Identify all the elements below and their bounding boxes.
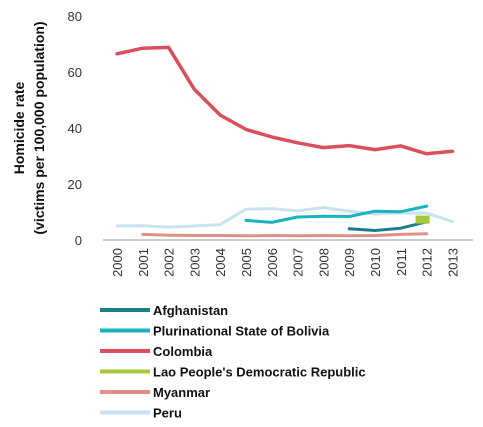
x-tick-label: 2008	[316, 248, 331, 277]
y-tick-label: 80	[68, 9, 82, 24]
series-line-myanmar	[141, 232, 429, 238]
x-tick-label: 2000	[110, 248, 125, 277]
series-line-plurinational-state-of-bolivia	[244, 204, 429, 224]
x-tick-label: 2004	[213, 248, 228, 277]
x-tick-label: 2007	[291, 248, 306, 277]
x-tick-label: 2006	[265, 248, 280, 277]
x-tick-label: 2002	[162, 248, 177, 277]
legend-label-lao-people-s-democratic-republic: Lao People's Democratic Republic	[153, 365, 366, 380]
legend-label-afghanistan: Afghanistan	[153, 303, 228, 318]
series-line-afghanistan	[347, 220, 429, 232]
x-tick-label: 2012	[420, 248, 435, 277]
x-tick-label: 2001	[136, 248, 151, 277]
series-line-colombia	[115, 45, 455, 156]
legend-label-peru: Peru	[153, 406, 182, 421]
y-tick-label: 20	[68, 177, 82, 192]
y-axis-title-line2: (victims per 100,000 population)	[31, 21, 47, 234]
y-axis: 0 20 40 60 80	[68, 9, 82, 248]
x-tick-label: 2009	[342, 248, 357, 277]
series-line-peru	[115, 206, 454, 229]
legend: Afghanistan Plurinational State of Bolivi…	[100, 303, 366, 421]
y-tick-label: 0	[75, 233, 82, 248]
y-axis-title-line1: Homicide rate	[11, 81, 27, 174]
x-tick-label: 2010	[368, 248, 383, 277]
y-tick-label: 60	[68, 65, 82, 80]
x-tick-label: 2005	[239, 248, 254, 277]
x-tick-label: 2003	[187, 248, 202, 277]
y-tick-label: 40	[68, 121, 82, 136]
x-tick-label: 2013	[445, 248, 460, 277]
legend-label-colombia: Colombia	[153, 344, 213, 359]
legend-label-myanmar: Myanmar	[153, 385, 210, 400]
legend-label-plurinational-state-of-bolivia: Plurinational State of Bolivia	[153, 324, 330, 339]
series-mark-lao-people-s-democratic-republic	[415, 215, 430, 224]
x-tick-label: 2011	[394, 248, 409, 276]
series-layer	[115, 45, 455, 238]
x-axis: 2000 2001 2002 2003 2004 2005 2006 2007 2008 2009…	[110, 248, 460, 277]
